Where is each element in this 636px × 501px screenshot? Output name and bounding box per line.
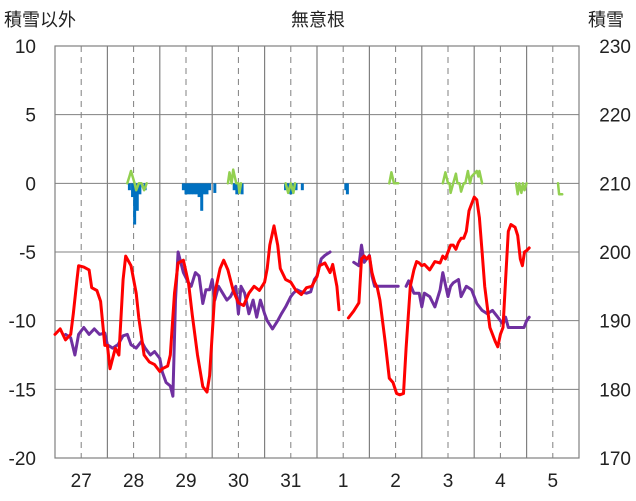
precipitation-bar <box>344 183 348 191</box>
x-tick-label: 2 <box>390 471 401 492</box>
precipitation-bar <box>232 183 236 191</box>
precipitation-bar <box>286 183 290 191</box>
snowfall-line <box>126 169 148 192</box>
precipitation-bar <box>192 183 196 195</box>
precipitation-bar <box>202 183 206 195</box>
chart-title: 無意根 <box>291 10 345 31</box>
left-tick-label: 10 <box>15 37 36 58</box>
precipitation-bar <box>300 183 304 191</box>
right-tick-label: 180 <box>599 380 631 401</box>
precipitation-bar <box>189 183 193 195</box>
snowfall-line <box>226 168 243 195</box>
precipitation-bar <box>138 183 142 195</box>
precipitation-bar <box>184 183 188 195</box>
precipitation-bar <box>345 183 349 195</box>
left-tick-label: 0 <box>25 174 36 195</box>
right-tick-label: 170 <box>599 449 631 470</box>
precipitation-bar <box>197 183 201 198</box>
precipitation-bar <box>208 183 212 191</box>
temperature-line <box>346 195 531 397</box>
left-tick-label: -15 <box>9 380 36 401</box>
x-tick-label: 4 <box>495 471 506 492</box>
x-tick-label: 5 <box>548 471 559 492</box>
x-tick-label: 1 <box>338 471 349 492</box>
precipitation-bar <box>213 183 217 193</box>
snowfall-line <box>388 171 400 185</box>
right-axis-ticks: 230 220 210 200 190 180 170 <box>599 37 631 470</box>
left-tick-label: 5 <box>25 106 36 127</box>
precipitation-bar <box>240 183 244 195</box>
snow-depth-line <box>404 271 531 329</box>
precipitation-bars <box>127 183 349 225</box>
right-axis-label: 積雪 <box>588 10 624 31</box>
precipitation-bar <box>127 183 131 191</box>
series-lines <box>53 168 564 398</box>
grid <box>54 45 580 459</box>
snowfall-line <box>284 182 297 195</box>
precipitation-bar <box>235 183 239 195</box>
precipitation-bar <box>194 183 198 195</box>
x-tick-label: 3 <box>443 471 454 492</box>
snow-depth-line <box>64 250 332 398</box>
snowfall-line <box>514 182 528 196</box>
precipitation-bar <box>131 183 135 198</box>
x-tick-label: 30 <box>228 471 249 492</box>
left-tick-label: -5 <box>19 243 36 264</box>
x-tick-label: 27 <box>71 471 92 492</box>
snowfall-line <box>556 182 564 196</box>
precipitation-bar <box>289 183 293 195</box>
precipitation-bar <box>135 183 139 211</box>
left-axis-ticks: 10 5 0 -5 -10 -15 -20 <box>9 37 36 470</box>
temperature-line <box>53 224 341 394</box>
precipitation-bar <box>181 183 185 191</box>
x-tick-label: 31 <box>280 471 301 492</box>
precipitation-bar <box>133 183 137 225</box>
x-tick-label: 29 <box>175 471 196 492</box>
right-tick-label: 190 <box>599 312 631 333</box>
precipitation-bar <box>187 183 191 195</box>
x-axis-ticks: 27 28 29 30 31 1 2 3 4 5 <box>71 471 558 492</box>
left-tick-label: -10 <box>9 312 36 333</box>
snowfall-line <box>441 169 484 195</box>
precipitation-bar <box>205 183 209 195</box>
right-tick-label: 200 <box>599 243 631 264</box>
precipitation-bar <box>294 183 298 191</box>
left-tick-label: -20 <box>9 449 36 470</box>
precipitation-bar <box>200 183 204 211</box>
x-tick-label: 28 <box>123 471 144 492</box>
right-tick-label: 220 <box>599 106 631 127</box>
right-tick-label: 230 <box>599 37 631 58</box>
right-tick-label: 210 <box>599 174 631 195</box>
left-axis-label: 積雪以外 <box>4 10 76 31</box>
